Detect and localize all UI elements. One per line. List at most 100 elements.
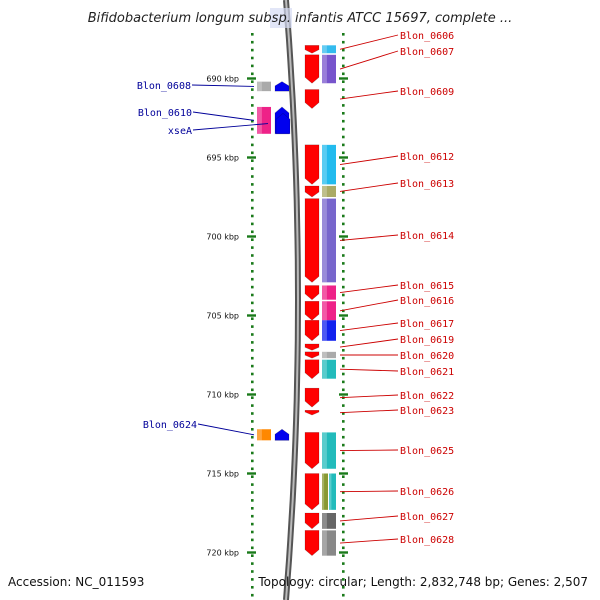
label-leader-line	[192, 123, 269, 131]
gene-feature-block[interactable]	[322, 351, 336, 359]
gene-label[interactable]: Blon_0612	[400, 152, 454, 163]
gene-label[interactable]: Blon_0614	[400, 231, 454, 242]
left-track-dot	[251, 159, 254, 162]
kbp-tick	[247, 472, 256, 475]
right-track-dot	[342, 435, 345, 439]
gene-label[interactable]: Blon_0616	[400, 296, 454, 307]
gene-cds-arrow[interactable]	[304, 432, 320, 470]
gene-label[interactable]: Blon_0628	[400, 535, 454, 546]
gene-label[interactable]: Blon_0623	[400, 406, 454, 417]
gene-cds-arrow[interactable]	[304, 45, 320, 54]
right-track-dot	[342, 96, 345, 99]
right-track-dot	[342, 88, 345, 91]
gene-label[interactable]: Blon_0621	[400, 367, 454, 378]
gene-label[interactable]: Blon_0613	[400, 179, 454, 190]
label-leader-line	[339, 90, 399, 100]
gene-feature-block[interactable]	[322, 513, 336, 529]
gene-feature-block[interactable]	[257, 81, 271, 92]
kbp-tick	[339, 77, 348, 80]
gene-label[interactable]: Blon_0617	[400, 319, 454, 330]
right-track-dot	[342, 246, 345, 249]
gene-label[interactable]: Blon_0626	[400, 487, 454, 498]
gene-label[interactable]: Blon_0624	[143, 420, 197, 431]
gene-cds-arrow[interactable]	[304, 387, 320, 408]
left-track-dot	[251, 372, 254, 376]
gene-feature-block[interactable]	[322, 359, 336, 379]
gene-feature-block[interactable]	[322, 320, 336, 341]
left-track-dot	[251, 578, 254, 581]
kbp-tick	[247, 551, 256, 554]
left-track-dot	[251, 554, 254, 557]
right-track-dot	[342, 325, 345, 328]
gene-cds-arrow[interactable]	[304, 359, 320, 380]
gene-cds-arrow[interactable]	[304, 198, 320, 283]
left-track-dot	[251, 349, 254, 352]
feature-shine	[322, 185, 327, 197]
right-track-dot	[342, 554, 345, 557]
gene-cds-arrow[interactable]	[304, 409, 320, 416]
gene-label[interactable]: Blon_0609	[400, 87, 454, 98]
left-track-dot	[251, 538, 254, 542]
label-leader-line	[339, 449, 399, 452]
gene-feature-block[interactable]	[322, 185, 336, 197]
gene-cds-arrow[interactable]	[304, 54, 320, 84]
gene-cds-arrow[interactable]	[304, 300, 320, 321]
gene-cds-arrow[interactable]	[274, 81, 290, 92]
gene-label[interactable]: Blon_0615	[400, 281, 454, 292]
gene-feature-block[interactable]	[329, 473, 336, 510]
gene-cds-arrow[interactable]	[274, 428, 290, 441]
left-track-dot	[251, 167, 254, 170]
gene-feature-block[interactable]	[257, 429, 271, 441]
gene-cds-arrow[interactable]	[304, 144, 320, 185]
left-track-dot	[251, 507, 254, 510]
left-track-dot	[251, 522, 254, 526]
gene-cds-arrow[interactable]	[304, 89, 320, 109]
left-track-dot	[251, 396, 254, 399]
gene-feature-block[interactable]	[322, 473, 328, 510]
gene-feature-block[interactable]	[257, 106, 271, 134]
right-track-dot	[342, 459, 345, 463]
right-track-dot	[342, 412, 345, 415]
left-track-dot	[251, 333, 254, 336]
gene-label[interactable]: Blon_0625	[400, 446, 454, 457]
gene-label[interactable]: Blon_0619	[400, 335, 454, 346]
gene-cds-arrow[interactable]	[304, 319, 320, 342]
left-track-dot	[251, 491, 254, 494]
left-track-dot	[251, 356, 254, 360]
gene-feature-block[interactable]	[322, 301, 336, 321]
gene-feature-block[interactable]	[322, 285, 336, 300]
gene-label[interactable]: Blon_0620	[400, 351, 454, 362]
label-leader-line	[339, 299, 399, 312]
right-track-dot	[342, 230, 345, 234]
gene-feature-block[interactable]	[322, 144, 336, 185]
gene-feature-block[interactable]	[322, 432, 336, 469]
gene-label[interactable]: Blon_0627	[400, 512, 454, 523]
gene-cds-arrow[interactable]	[304, 512, 320, 530]
gene-cds-arrow[interactable]	[275, 112, 291, 135]
gene-cds-arrow[interactable]	[304, 185, 320, 198]
gene-cds-arrow[interactable]	[304, 285, 320, 301]
gene-feature-block[interactable]	[322, 198, 336, 283]
gene-label[interactable]: Blon_0608	[137, 81, 191, 92]
gene-label[interactable]: Blon_0610	[138, 108, 192, 119]
right-track-dot	[342, 499, 345, 502]
genome-backbone-highlight	[285, 0, 300, 600]
gene-feature-block[interactable]	[322, 45, 336, 54]
feature-shine	[322, 301, 327, 321]
right-track-dot	[342, 48, 345, 52]
gene-cds-arrow[interactable]	[304, 473, 320, 511]
left-track-dot	[251, 104, 254, 107]
right-track-dot	[342, 428, 345, 431]
left-track-dot	[251, 206, 254, 210]
right-track-dot	[342, 372, 345, 376]
gene-feature-block[interactable]	[322, 530, 336, 556]
right-track-dot	[342, 159, 345, 162]
gene-cds-arrow[interactable]	[304, 530, 320, 557]
gene-cds-arrow[interactable]	[304, 351, 320, 359]
gene-feature-block[interactable]	[322, 54, 336, 84]
gene-label[interactable]: xseA	[168, 126, 192, 137]
gene-label[interactable]: Blon_0607	[400, 47, 454, 58]
gene-label[interactable]: Blon_0606	[400, 31, 454, 42]
gene-label[interactable]: Blon_0622	[400, 391, 454, 402]
gene-cds-arrow[interactable]	[304, 343, 320, 351]
